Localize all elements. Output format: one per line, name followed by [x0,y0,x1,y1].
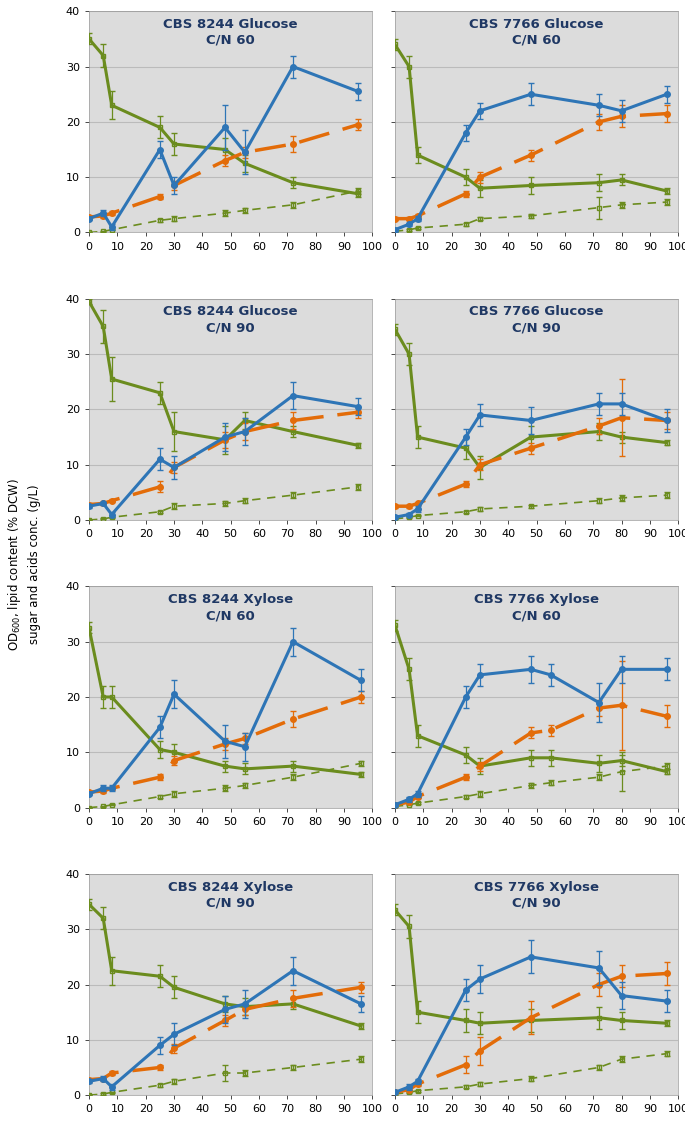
Text: CBS 7766 Glucose
C/N 90: CBS 7766 Glucose C/N 90 [469,306,603,334]
Text: CBS 7766 Glucose
C/N 60: CBS 7766 Glucose C/N 60 [469,18,603,47]
Text: CBS 8244 Glucose
C/N 90: CBS 8244 Glucose C/N 90 [164,306,298,334]
Text: CBS 7766 Xylose
C/N 90: CBS 7766 Xylose C/N 90 [474,881,599,910]
Text: CBS 8244 Xylose
C/N 60: CBS 8244 Xylose C/N 60 [168,593,293,622]
Text: OD$_{600}$, lipid content (% DCW)
sugar and acids conc. (g/L): OD$_{600}$, lipid content (% DCW) sugar … [6,478,42,651]
Text: CBS 8244 Glucose
C/N 60: CBS 8244 Glucose C/N 60 [164,18,298,47]
Text: CBS 7766 Xylose
C/N 60: CBS 7766 Xylose C/N 60 [474,593,599,622]
Text: CBS 8244 Xylose
C/N 90: CBS 8244 Xylose C/N 90 [168,881,293,910]
